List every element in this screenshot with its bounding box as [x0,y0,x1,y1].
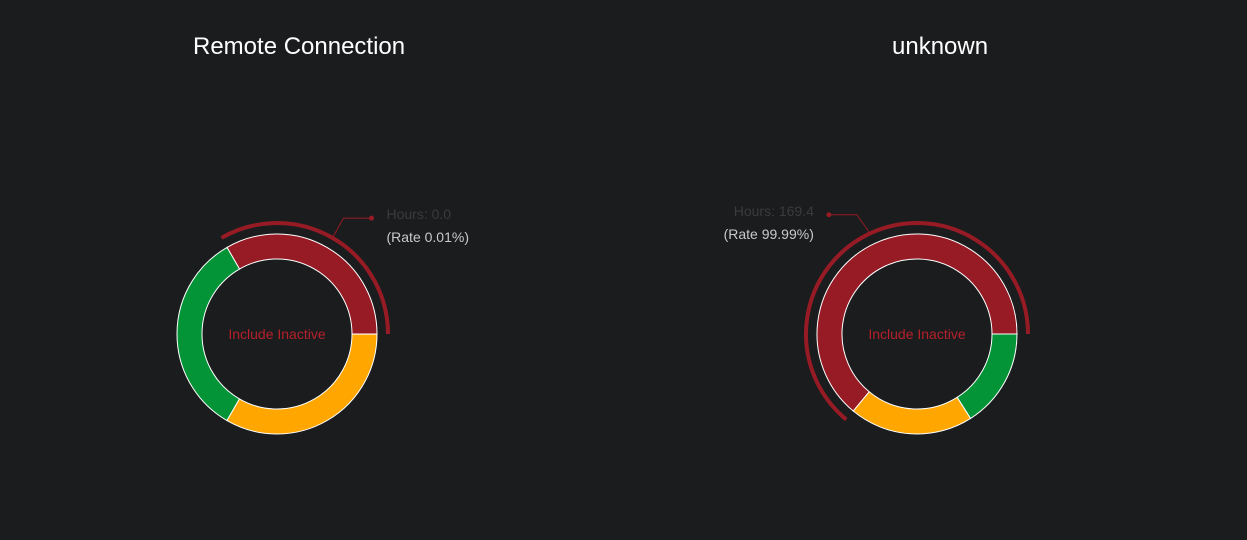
donut-chart[interactable]: Include Inactive Hours: 0.0 (Rate 0.01%) [0,0,623,540]
tooltip-rate: (Rate 0.01%) [387,229,469,245]
donut-slice-orange[interactable] [852,391,972,435]
center-label: Include Inactive [228,326,325,342]
tooltip-hours: Hours: 0.0 [387,206,452,222]
panel-title: unknown [892,33,989,60]
center-label: Include Inactive [868,326,965,342]
callout-dot [369,215,375,221]
donut-slice-green[interactable] [956,333,1018,420]
callout-dot [826,212,832,218]
donut-slice-green[interactable] [176,246,241,422]
callout-leader-line [828,214,870,233]
donut-slice-orange[interactable] [226,333,378,435]
panel-remote-connection: Remote Connection Include Inactive Hours:… [0,0,623,540]
callout-leader-line [333,217,372,237]
hover-highlight-ring [220,221,390,335]
hover-highlight-ring [804,221,1030,422]
panel-unknown: unknown Include Inactive Hours: 169.4 (Rat… [624,0,1247,540]
panel-title: Remote Connection [193,33,406,60]
tooltip-rate: (Rate 99.99%) [724,226,814,242]
donut-slice-red[interactable] [816,233,1018,412]
donut-slice-red[interactable] [226,233,378,335]
tooltip-hours: Hours: 169.4 [734,203,814,219]
donut-chart[interactable]: Include Inactive Hours: 169.4 (Rate 99.99%… [624,0,1247,540]
